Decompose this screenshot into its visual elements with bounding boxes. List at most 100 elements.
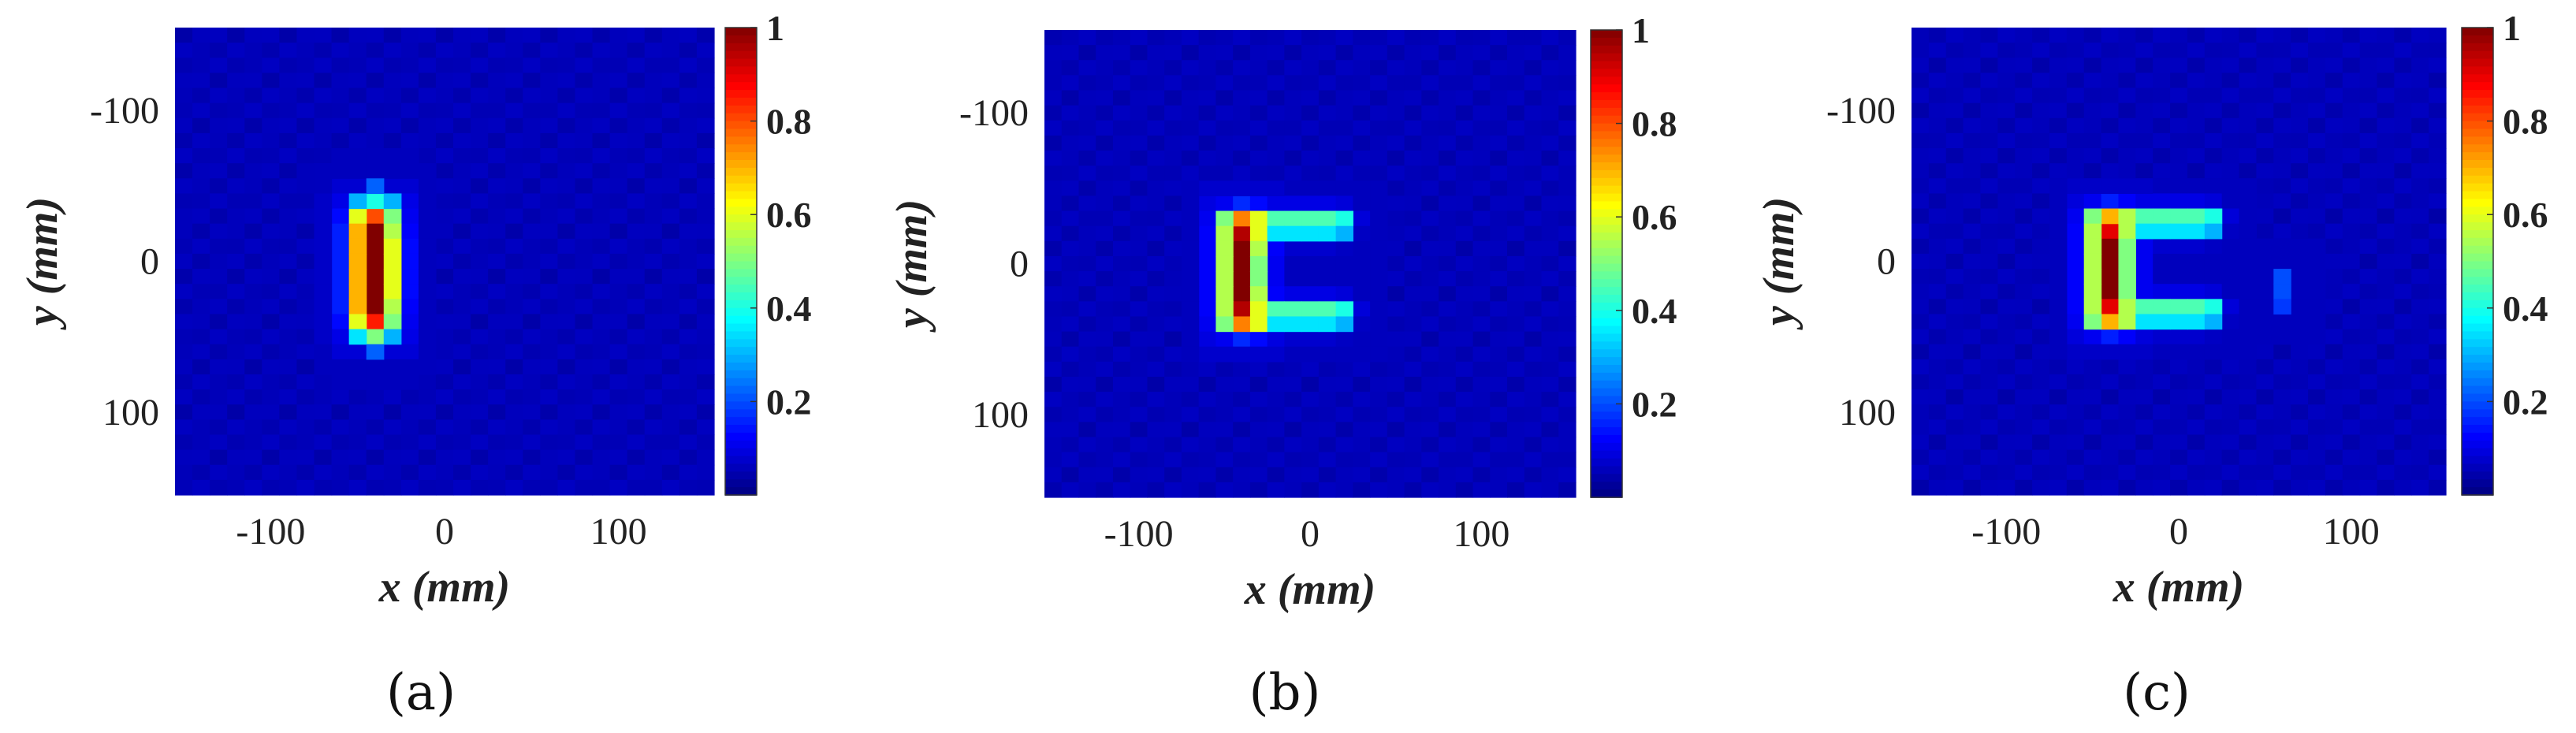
colorbar-step <box>1591 482 1622 490</box>
colorbar-step <box>1591 380 1622 389</box>
colorbar-step <box>725 323 757 333</box>
halo-cell <box>2066 178 2085 195</box>
colorbar-step <box>2462 90 2493 99</box>
bg-cell <box>2101 43 2120 58</box>
bg-cell <box>1963 253 1982 270</box>
bg-cell <box>2308 208 2326 225</box>
bg-cell <box>488 253 506 270</box>
bg-cell <box>175 434 193 451</box>
bg-cell <box>1912 404 1930 420</box>
bg-cell <box>453 208 471 225</box>
bg-cell <box>2187 58 2206 73</box>
bg-cell <box>2187 374 2206 390</box>
bg-cell <box>1233 45 1251 61</box>
halo-cell <box>383 374 402 390</box>
bg-cell <box>1439 331 1457 348</box>
bg-cell <box>1507 422 1525 438</box>
bg-cell <box>2066 28 2085 43</box>
bg-cell <box>400 389 419 405</box>
bg-cell <box>1945 389 1964 405</box>
bg-cell <box>262 193 280 210</box>
bg-cell <box>435 434 454 451</box>
bg-cell <box>1472 407 1491 422</box>
heatmap-cell <box>1284 316 1302 333</box>
colorbar-step <box>725 144 757 153</box>
bg-cell <box>1404 45 1422 61</box>
bg-cell <box>279 132 298 149</box>
bg-cell <box>1439 60 1457 76</box>
bg-cell <box>1404 467 1422 483</box>
bg-cell <box>1096 195 1114 212</box>
bg-cell <box>418 404 437 420</box>
bg-cell <box>453 464 471 481</box>
colorbar-step <box>2462 471 2493 481</box>
halo-cell <box>1335 240 1353 257</box>
bg-cell <box>1997 208 2016 225</box>
bg-cell <box>1997 238 2016 255</box>
colorbar-step <box>725 432 757 441</box>
bg-cell <box>435 208 454 225</box>
bg-cell <box>488 87 506 104</box>
bg-cell <box>2049 434 2068 451</box>
bg-cell <box>2221 479 2240 496</box>
heatmap-cell <box>2135 314 2153 330</box>
halo-cell <box>1198 346 1217 363</box>
bg-cell <box>2377 314 2395 330</box>
bg-cell <box>314 58 333 73</box>
bg-cell <box>575 117 594 134</box>
halo-cell <box>1267 255 1285 272</box>
bg-cell <box>314 43 333 58</box>
bg-cell <box>2308 389 2326 405</box>
bg-cell <box>331 132 350 149</box>
halo-cell <box>1181 210 1200 227</box>
bg-cell <box>2273 434 2291 451</box>
halo-cell <box>1249 195 1268 212</box>
bg-cell <box>227 419 245 436</box>
halo-cell <box>2118 178 2136 195</box>
bg-cell <box>383 73 402 89</box>
bg-cell <box>1112 346 1131 363</box>
bg-cell <box>1267 45 1285 61</box>
bg-cell <box>679 163 698 179</box>
bg-cell <box>696 208 715 225</box>
halo-cell <box>2308 314 2326 330</box>
colorbar-step <box>1591 295 1622 303</box>
heatmap-cell <box>348 253 367 270</box>
bg-cell <box>192 479 210 496</box>
colorbar-step <box>725 292 757 301</box>
bg-cell <box>1078 482 1096 498</box>
bg-cell <box>2032 117 2050 134</box>
bg-cell <box>244 359 262 375</box>
bg-cell <box>1928 419 1947 436</box>
bg-cell <box>1928 58 1947 73</box>
bg-cell <box>2429 449 2447 466</box>
bg-cell <box>505 464 523 481</box>
heatmap-cell <box>1233 301 1251 318</box>
heatmap-cell <box>348 238 367 255</box>
bg-cell <box>471 163 489 179</box>
bg-cell <box>2429 178 2447 195</box>
bg-cell <box>2118 419 2136 436</box>
colorbar-step <box>725 50 757 60</box>
halo-cell <box>331 299 350 315</box>
bg-cell <box>1928 223 1947 240</box>
bg-cell <box>2256 223 2274 240</box>
halo-cell <box>1318 346 1337 363</box>
bg-cell <box>1044 75 1063 91</box>
bg-cell <box>1335 392 1353 407</box>
heatmap-cell <box>1267 225 1285 242</box>
halo-cell <box>1181 286 1200 302</box>
bg-cell <box>2429 434 2447 451</box>
bg-cell <box>592 389 611 405</box>
bg-cell <box>1963 178 1982 195</box>
bg-cell <box>661 314 680 330</box>
heatmap-cell <box>2170 223 2188 240</box>
colorbar-step <box>725 229 757 239</box>
bg-cell <box>696 148 715 164</box>
bg-cell <box>1335 60 1353 76</box>
bg-cell <box>175 102 193 119</box>
bg-cell <box>2221 117 2240 134</box>
bg-cell <box>1164 331 1182 348</box>
bg-cell <box>1541 346 1559 363</box>
bg-cell <box>2256 374 2274 390</box>
